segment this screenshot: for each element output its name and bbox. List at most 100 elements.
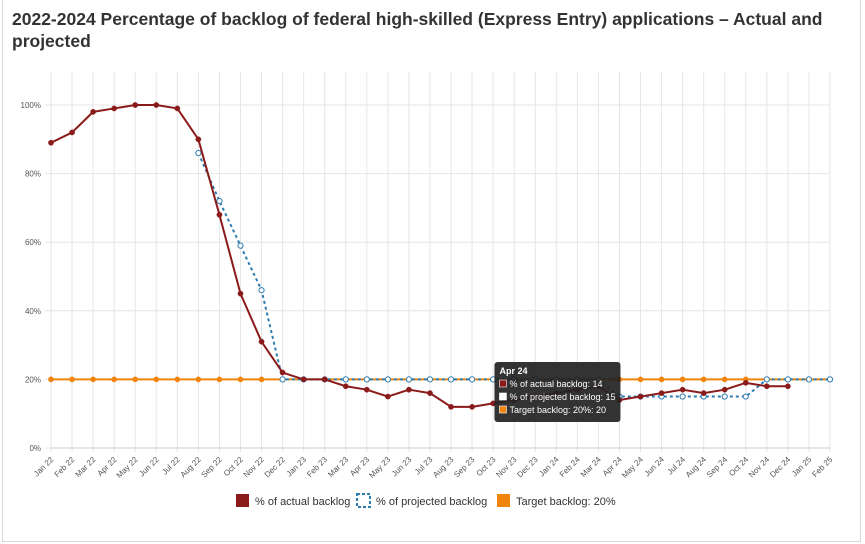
data-point-of-projected-backlog[interactable] — [342, 376, 349, 383]
data-point-target-backlog-20[interactable] — [216, 376, 223, 383]
legend-label-target-backlog-20[interactable]: Target backlog: 20% — [516, 496, 616, 508]
data-point-target-backlog-20[interactable] — [69, 376, 75, 383]
data-point-target-backlog-20[interactable] — [174, 376, 181, 383]
data-point-of-actual-backlog[interactable] — [216, 211, 223, 218]
data-point-of-projected-backlog[interactable] — [468, 376, 476, 383]
data-point-of-actual-backlog[interactable] — [132, 102, 139, 108]
data-point-target-backlog-20[interactable] — [237, 376, 244, 383]
data-point-of-actual-backlog[interactable] — [48, 139, 54, 146]
data-point-of-actual-backlog[interactable] — [763, 383, 770, 390]
data-point-of-projected-backlog[interactable] — [405, 376, 413, 383]
data-point-target-backlog-20[interactable] — [153, 376, 160, 383]
data-point-of-actual-backlog[interactable] — [69, 129, 75, 136]
data-point-of-projected-backlog[interactable] — [426, 376, 434, 383]
legend-swatch-target-backlog-20[interactable] — [497, 494, 510, 507]
x-tick-label: Jun 22 — [137, 455, 161, 479]
data-point-of-actual-backlog[interactable] — [385, 393, 391, 400]
data-point-of-projected-backlog[interactable] — [763, 376, 770, 383]
tooltip-swatch — [499, 392, 507, 401]
x-tick-label: Jan 22 — [32, 455, 56, 479]
data-point-of-projected-backlog[interactable] — [384, 376, 391, 383]
data-point-of-actual-backlog[interactable] — [721, 386, 728, 393]
data-point-of-projected-backlog[interactable] — [742, 393, 749, 400]
data-point-of-actual-backlog[interactable] — [174, 105, 181, 112]
data-point-of-actual-backlog[interactable] — [406, 386, 412, 393]
data-point-target-backlog-20[interactable] — [700, 376, 707, 383]
tooltip-line: % of projected backlog: 15 — [509, 392, 615, 402]
x-tick-label: Jan 24 — [537, 455, 561, 479]
data-point-of-projected-backlog[interactable] — [784, 376, 791, 383]
legend-label-of-projected-backlog[interactable]: % of projected backlog — [376, 496, 487, 508]
y-tick-label: 100% — [21, 101, 41, 110]
data-point-of-actual-backlog[interactable] — [321, 376, 328, 383]
data-point-target-backlog-20[interactable] — [658, 376, 665, 383]
data-point-of-actual-backlog[interactable] — [237, 290, 244, 297]
data-point-of-actual-backlog[interactable] — [637, 393, 644, 400]
y-tick-label: 80% — [25, 170, 41, 179]
tooltip-title: Apr 24 — [499, 366, 527, 376]
data-point-target-backlog-20[interactable] — [195, 376, 202, 383]
data-point-of-actual-backlog[interactable] — [111, 105, 118, 112]
data-point-of-projected-backlog[interactable] — [826, 376, 834, 383]
data-point-of-actual-backlog[interactable] — [427, 390, 433, 396]
data-point-of-actual-backlog[interactable] — [195, 136, 202, 143]
data-point-of-actual-backlog[interactable] — [742, 379, 749, 386]
data-point-of-projected-backlog[interactable] — [258, 287, 265, 294]
x-tick-label: Jan 23 — [285, 455, 309, 479]
chart-title: 2022-2024 Percentage of backlog of feder… — [12, 9, 823, 51]
legend-swatch-of-actual-backlog[interactable] — [236, 494, 249, 507]
data-point-of-projected-backlog[interactable] — [279, 376, 286, 383]
data-point-target-backlog-20[interactable] — [48, 376, 54, 383]
x-tick-label: Nov 24 — [747, 455, 772, 480]
tooltip-line: Target backlog: 20%: 20 — [509, 405, 606, 415]
data-point-target-backlog-20[interactable] — [111, 376, 118, 383]
data-point-of-projected-backlog[interactable] — [237, 242, 244, 249]
data-point-target-backlog-20[interactable] — [258, 376, 265, 383]
data-point-target-backlog-20[interactable] — [90, 376, 96, 383]
data-point-of-actual-backlog[interactable] — [279, 369, 286, 376]
x-tick-label: Aug 23 — [431, 455, 456, 480]
data-point-of-actual-backlog[interactable] — [258, 338, 265, 345]
data-point-of-actual-backlog[interactable] — [153, 102, 160, 108]
x-tick-label: Aug 22 — [178, 455, 203, 480]
x-tick-label: Sep 23 — [452, 455, 477, 480]
data-point-of-projected-backlog[interactable] — [195, 149, 202, 157]
tooltip-line: % of actual backlog: 14 — [509, 379, 602, 389]
data-point-of-actual-backlog[interactable] — [785, 383, 791, 390]
x-tick-label: Feb 25 — [810, 455, 834, 479]
x-tick-label: Oct 24 — [727, 455, 750, 478]
data-point-of-actual-backlog[interactable] — [448, 403, 454, 410]
data-point-target-backlog-20[interactable] — [679, 376, 686, 383]
data-point-of-projected-backlog[interactable] — [679, 393, 686, 400]
data-point-of-actual-backlog[interactable] — [342, 383, 349, 390]
x-tick-label: Aug 24 — [684, 455, 709, 480]
tooltip-box — [494, 362, 621, 422]
y-tick-label: 40% — [25, 307, 41, 316]
x-tick-label: Dec 22 — [263, 455, 288, 480]
legend-label-of-actual-backlog[interactable]: % of actual backlog — [255, 496, 350, 508]
x-tick-label: Jun 24 — [643, 455, 667, 479]
data-point-target-backlog-20[interactable] — [637, 376, 644, 383]
data-point-of-actual-backlog[interactable] — [658, 390, 665, 396]
data-point-of-actual-backlog[interactable] — [700, 390, 707, 396]
legend-swatch-of-projected-backlog[interactable] — [356, 493, 371, 508]
x-tick-label: Mar 23 — [326, 455, 350, 479]
data-point-of-projected-backlog[interactable] — [216, 197, 223, 205]
tooltip-swatch — [499, 379, 507, 388]
data-point-of-projected-backlog[interactable] — [721, 393, 728, 400]
data-point-of-actual-backlog[interactable] — [363, 386, 370, 393]
data-point-of-projected-backlog[interactable] — [363, 376, 370, 383]
x-tick-label: Sep 22 — [200, 455, 225, 480]
data-point-of-actual-backlog[interactable] — [90, 109, 96, 115]
tooltip-swatch — [499, 405, 507, 414]
data-point-of-actual-backlog[interactable] — [300, 376, 307, 383]
x-tick-label: Nov 22 — [242, 455, 267, 480]
data-point-of-actual-backlog[interactable] — [469, 403, 475, 410]
data-point-of-projected-backlog[interactable] — [805, 376, 813, 383]
data-point-of-actual-backlog[interactable] — [679, 386, 686, 393]
data-point-target-backlog-20[interactable] — [721, 376, 728, 383]
data-point-target-backlog-20[interactable] — [132, 376, 139, 383]
data-point-of-projected-backlog[interactable] — [447, 376, 455, 383]
x-tick-label: Feb 22 — [52, 455, 76, 479]
x-tick-label: Dec 23 — [515, 455, 540, 480]
